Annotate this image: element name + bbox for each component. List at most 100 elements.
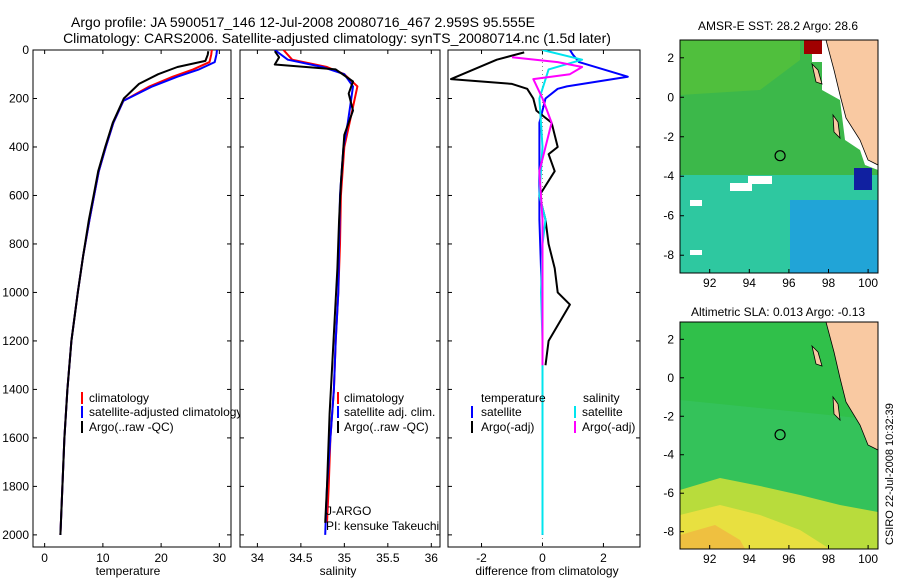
- map-x-tick-label: 92: [703, 552, 717, 566]
- sla-map-panel: Altimetric SLA: 0.013 Argo: -0.13 92 94 96…: [663, 305, 879, 566]
- map-y-tick-label: -6: [663, 486, 674, 500]
- legend-temp-satellite-label: satellite: [481, 405, 522, 419]
- y-tick-label: 200: [9, 91, 29, 105]
- sst-argo-marker: [774, 150, 786, 162]
- x-tick-label: -2: [476, 551, 487, 565]
- temperature-legend: climatology satellite-adjusted climatolo…: [81, 391, 242, 434]
- sla-green-band: [680, 322, 878, 420]
- y-tick-label: 1000: [2, 285, 29, 299]
- y-tick-label: 1200: [2, 334, 29, 348]
- pi-annotation: PI: kensuke Takeuchi: [326, 519, 439, 533]
- sla-map-ticks: 92 94 96 98 100 2 0 -2 -4 -6 -8: [663, 332, 878, 566]
- sst-map-panel: AMSR-E SST: 28.2 Argo: 28.6 92 94 96 98 100 2…: [663, 19, 879, 290]
- sst-hot-spot: [804, 40, 822, 54]
- sla-land-island-2: [832, 395, 841, 422]
- temperature-panel: 0 200 400 600 800 1000 1200 1400 1600 1800 2000 0 1…: [2, 43, 242, 578]
- map-x-tick-label: 98: [822, 552, 836, 566]
- y-tick-label: 1800: [2, 479, 29, 493]
- map-y-tick-label: -4: [663, 448, 674, 462]
- y-tick-label: 600: [9, 188, 29, 202]
- y-tick-label: 400: [9, 140, 29, 154]
- credit-stamp: CSIRO 22-Jul-2008 10:32:39: [884, 403, 896, 545]
- temperature-y-ticks: 0 200 400 600 800 1000 1200 1400 1600 1800 2000: [2, 43, 231, 542]
- map-y-tick-label: 2: [667, 332, 674, 346]
- y-tick-label: 0: [22, 43, 29, 57]
- map-y-tick-label: -2: [663, 130, 674, 144]
- salinity-legend: climatology satellite adj. clim. Argo(..…: [337, 391, 435, 434]
- legend-climatology-label: climatology: [344, 391, 404, 405]
- sla-map-field: [680, 322, 878, 549]
- x-tick-label: 20: [154, 551, 168, 565]
- y-tick-label: 1600: [2, 431, 29, 445]
- sst-warm-band: [680, 40, 800, 95]
- x-tick-label: 35.5: [376, 551, 400, 565]
- x-tick-label: 0: [539, 551, 546, 565]
- sst-land-sumatra: [825, 40, 878, 166]
- sst-nodata-patch-3: [690, 200, 702, 206]
- map-x-tick-label: 94: [743, 276, 757, 290]
- map-y-tick-label: -8: [663, 525, 674, 539]
- legend-argo-label: Argo(..raw -QC): [89, 420, 174, 434]
- sla-land-sumatra: [825, 322, 878, 451]
- map-y-tick-label: -2: [663, 409, 674, 423]
- map-y-tick-label: -4: [663, 169, 674, 183]
- legend-argo-label: Argo(..raw -QC): [344, 420, 429, 434]
- legend-satellite-label: satellite adj. clim.: [344, 405, 435, 419]
- sst-nodata-patch-2: [730, 183, 752, 191]
- temperature-series: [59, 50, 218, 535]
- series-line-argo: [59, 51, 210, 535]
- map-x-tick-label: 94: [743, 552, 757, 566]
- map-x-tick-label: 92: [703, 276, 717, 290]
- series-line-salinity-satellite: [538, 50, 584, 535]
- salinity-series: [273, 50, 359, 535]
- difference-series: [450, 50, 629, 547]
- difference-panel: -2 0 2 difference from climatology tempera…: [447, 49, 641, 578]
- difference-plot-area: [447, 49, 641, 548]
- map-x-tick-label: 96: [782, 276, 796, 290]
- series-line-argo: [273, 50, 354, 523]
- difference-x-label: difference from climatology: [475, 564, 618, 578]
- legend-sal-satellite-label: satellite: [582, 405, 623, 419]
- legend-temperature-title: temperature: [481, 391, 546, 405]
- sst-land-island-2: [832, 113, 841, 140]
- x-tick-label: 2: [600, 551, 607, 565]
- x-tick-label: 35: [338, 551, 352, 565]
- map-x-tick-label: 98: [822, 276, 836, 290]
- map-y-tick-label: -6: [663, 209, 674, 223]
- map-y-tick-label: 0: [667, 371, 674, 385]
- sla-land-island-1: [811, 344, 823, 367]
- y-tick-label: 1400: [2, 382, 29, 396]
- temperature-x-label: temperature: [96, 564, 161, 578]
- map-y-tick-label: -8: [663, 248, 674, 262]
- map-x-tick-label: 96: [782, 552, 796, 566]
- legend-temp-argo-label: Argo(-adj): [481, 420, 534, 434]
- map-x-tick-label: 100: [858, 552, 878, 566]
- y-tick-label: 800: [9, 237, 29, 251]
- sst-map-frame: [679, 39, 879, 274]
- sla-map-frame: [679, 321, 879, 550]
- difference-y-ticks: [448, 49, 640, 536]
- legend-satellite-label: satellite-adjusted climatology: [89, 405, 242, 419]
- sst-map-field: [680, 40, 878, 273]
- series-line-temperature-argo-adj-: [450, 51, 571, 366]
- salinity-plot-area: [239, 49, 441, 548]
- sst-map-title: AMSR-E SST: 28.2 Argo: 28.6: [698, 19, 858, 33]
- x-tick-label: 34.5: [289, 551, 313, 565]
- project-annotation: J-ARGO: [326, 504, 371, 518]
- sst-nodata-patch-4: [690, 250, 702, 255]
- x-tick-label: 34: [251, 551, 265, 565]
- map-x-tick-label: 100: [858, 276, 878, 290]
- sst-map-ticks: 92 94 96 98 100 2 0 -2 -4 -6 -8: [663, 51, 878, 290]
- sst-nodata-patch-1: [748, 176, 772, 184]
- sla-map-title: Altimetric SLA: 0.013 Argo: -0.13: [691, 305, 865, 319]
- x-tick-label: 30: [213, 551, 227, 565]
- x-tick-label: 10: [96, 551, 110, 565]
- salinity-y-ticks: [240, 49, 440, 536]
- figure-title-line1: Argo profile: JA 5900517_146 12-Jul-2008…: [71, 14, 535, 30]
- salinity-panel: 34 34.5 35 35.5 36 salinity climatology sate…: [239, 49, 441, 578]
- legend-sal-argo-label: Argo(-adj): [582, 420, 635, 434]
- sla-orange-core: [680, 525, 745, 549]
- y-tick-label: 2000: [2, 528, 29, 542]
- sla-argo-marker: [774, 429, 786, 441]
